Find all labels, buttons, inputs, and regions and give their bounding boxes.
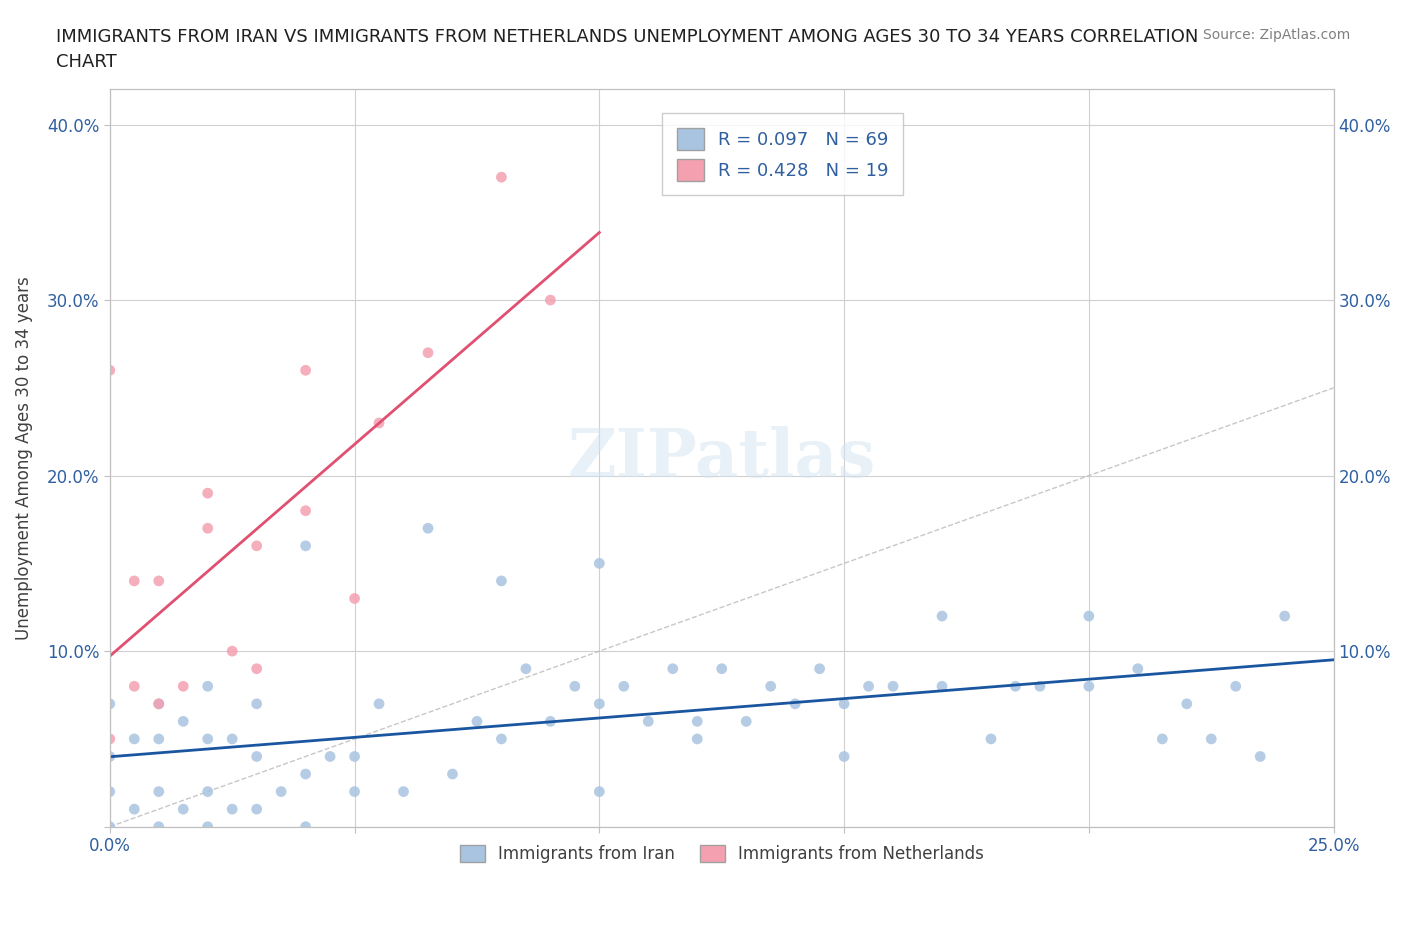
Point (221, 732, 243, 747)
Point (808, 661, 831, 676)
Point (1225, 679, 1247, 694)
Point (148, 819, 170, 834)
Point (148, 784, 170, 799)
Point (686, 714, 709, 729)
Point (980, 732, 1002, 747)
Point (392, 784, 415, 799)
Point (294, 503, 316, 518)
Point (416, 345, 439, 360)
Point (1249, 749, 1271, 764)
Point (931, 679, 953, 694)
Point (98, 749, 121, 764)
Point (270, 784, 292, 799)
Point (197, 485, 219, 500)
Point (98, 732, 121, 747)
Point (197, 679, 219, 694)
Point (172, 714, 194, 729)
Point (661, 661, 683, 676)
Point (686, 732, 709, 747)
Point (1029, 679, 1052, 694)
Point (710, 661, 733, 676)
Point (294, 538, 316, 553)
Point (441, 766, 464, 781)
Point (1199, 732, 1222, 747)
Point (148, 574, 170, 589)
Point (588, 697, 610, 711)
Point (613, 679, 636, 694)
Point (588, 784, 610, 799)
Point (124, 802, 146, 817)
Point (172, 802, 194, 817)
Point (197, 732, 219, 747)
Point (294, 819, 316, 834)
Point (246, 538, 269, 553)
Point (246, 661, 269, 676)
Point (1274, 608, 1296, 623)
Point (368, 416, 391, 431)
Point (588, 556, 610, 571)
Point (148, 697, 170, 711)
Point (148, 732, 170, 747)
Text: Source: ZipAtlas.com: Source: ZipAtlas.com (1202, 28, 1350, 42)
Point (1077, 679, 1099, 694)
Y-axis label: Unemployment Among Ages 30 to 34 years: Unemployment Among Ages 30 to 34 years (15, 276, 32, 640)
Point (538, 714, 561, 729)
Point (98, 784, 121, 799)
Point (124, 732, 146, 747)
Point (98, 697, 121, 711)
Point (98, 819, 121, 834)
Point (246, 697, 269, 711)
Text: ZIPatlas: ZIPatlas (568, 426, 876, 490)
Point (246, 802, 269, 817)
Point (197, 784, 219, 799)
Point (98, 363, 121, 378)
Point (931, 608, 953, 623)
Point (294, 363, 316, 378)
Point (343, 591, 366, 606)
Point (124, 679, 146, 694)
Point (465, 714, 488, 729)
Point (637, 714, 659, 729)
Point (1152, 732, 1174, 747)
Point (197, 819, 219, 834)
Point (832, 749, 855, 764)
Point (294, 766, 316, 781)
Point (221, 802, 243, 817)
Point (368, 697, 391, 711)
Point (1077, 608, 1099, 623)
Point (1175, 697, 1198, 711)
Point (343, 784, 366, 799)
Point (538, 293, 561, 308)
Point (1126, 661, 1149, 676)
Point (197, 521, 219, 536)
Point (735, 714, 758, 729)
Point (491, 574, 513, 589)
Point (246, 749, 269, 764)
Point (1004, 679, 1026, 694)
Point (858, 679, 880, 694)
Point (172, 679, 194, 694)
Point (515, 661, 537, 676)
Point (491, 732, 513, 747)
Point (785, 697, 807, 711)
Point (124, 574, 146, 589)
Legend: Immigrants from Iran, Immigrants from Netherlands: Immigrants from Iran, Immigrants from Ne… (453, 839, 991, 870)
Point (221, 644, 243, 658)
Text: IMMIGRANTS FROM IRAN VS IMMIGRANTS FROM NETHERLANDS UNEMPLOYMENT AMONG AGES 30 T: IMMIGRANTS FROM IRAN VS IMMIGRANTS FROM … (56, 28, 1198, 71)
Point (148, 697, 170, 711)
Point (564, 679, 586, 694)
Point (319, 749, 342, 764)
Point (491, 170, 513, 185)
Point (343, 749, 366, 764)
Point (882, 679, 904, 694)
Point (416, 521, 439, 536)
Point (759, 679, 782, 694)
Point (832, 697, 855, 711)
